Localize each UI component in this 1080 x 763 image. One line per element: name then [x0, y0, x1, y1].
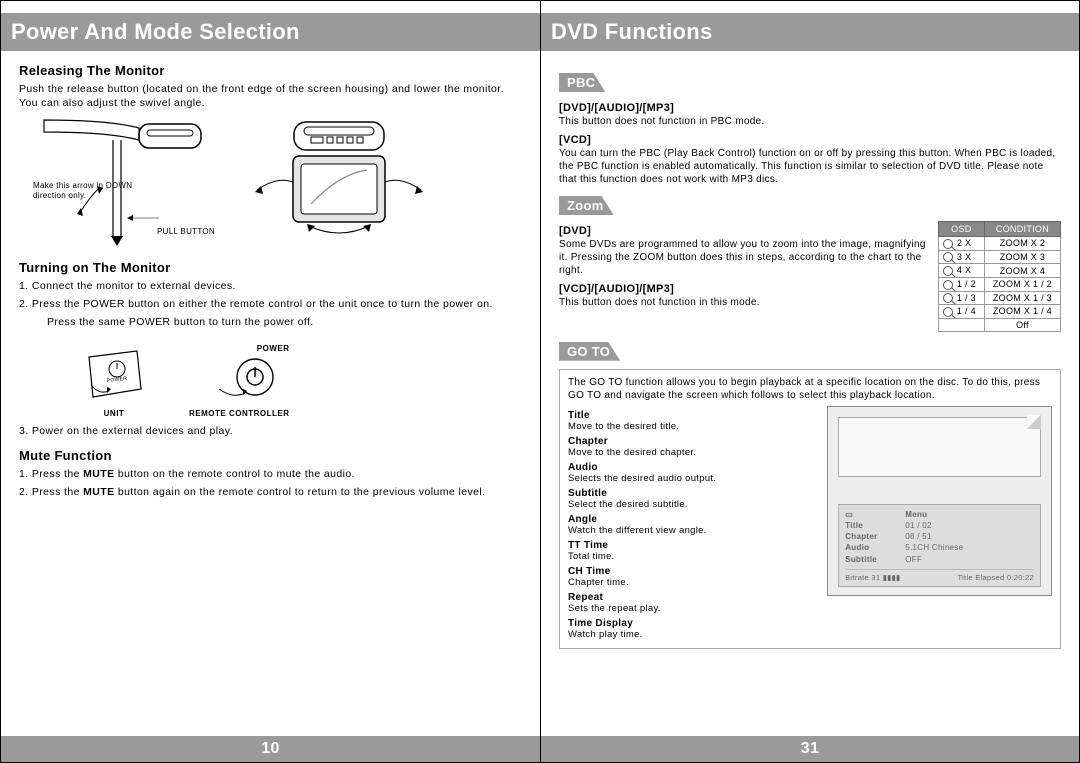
goto-item-desc: Chapter time. — [568, 577, 815, 588]
zoom-row-cond: ZOOM X 1 / 4 — [984, 305, 1060, 319]
turnon-step-1: 1. Connect the monitor to external devic… — [19, 279, 522, 293]
osd-elapsed: Title Elapsed 0:20:22 — [958, 573, 1034, 582]
zoom-row-osd: 1 / 3 — [938, 291, 984, 305]
zoom-row-cond: ZOOM X 1 / 2 — [984, 277, 1060, 291]
goto-osd-preview: ▭Menu Title01 / 02Chapter08 / 51Audio5.1… — [827, 406, 1052, 640]
zoom-row-osd: 1 / 2 — [938, 277, 984, 291]
pbc-text-1: This button does not function in PBC mod… — [559, 115, 1061, 128]
goto-item-label: Chapter — [568, 436, 815, 447]
heading-releasing: Releasing The Monitor — [19, 63, 522, 78]
zoom-head-2: [VCD]/[AUDIO]/[MP3] — [559, 283, 928, 295]
zoom-row-osd: 1 / 4 — [938, 305, 984, 319]
pagenum-left: 10 — [1, 736, 540, 762]
goto-item-label: Audio — [568, 462, 815, 473]
fig-remote: POWER REMOTE CONTROLLER — [189, 340, 290, 418]
zoom-row-cond: Off — [984, 318, 1060, 331]
label-unit: UNIT — [79, 409, 149, 418]
label-remote: REMOTE CONTROLLER — [189, 409, 290, 418]
goto-item-desc: Watch play time. — [568, 629, 815, 640]
goto-item-desc: Total time. — [568, 551, 815, 562]
turnon-step-3: 3. Power on the external devices and pla… — [19, 424, 522, 438]
osd-menu-row: Title01 / 02 — [845, 520, 1034, 531]
zoom-head-1: [DVD] — [559, 225, 928, 237]
zoom-row-cond: ZOOM X 1 / 3 — [984, 291, 1060, 305]
goto-item-label: Angle — [568, 514, 815, 525]
goto-item-label: Repeat — [568, 592, 815, 603]
goto-item-desc: Selects the desired audio output. — [568, 473, 815, 484]
monitor-illustration-row: Make this arrow in DOWN direction only. … — [39, 118, 522, 280]
goto-intro: The GO TO function allows you to begin p… — [568, 376, 1052, 402]
heading-mute: Mute Function — [19, 448, 522, 463]
goto-item-label: Time Display — [568, 618, 815, 629]
pbc-text-2: You can turn the PBC (Play Back Control)… — [559, 147, 1061, 186]
zoom-row-cond: ZOOM X 2 — [984, 237, 1060, 251]
pagenum-right: 31 — [541, 736, 1079, 762]
goto-item-desc: Select the desired subtitle. — [568, 499, 815, 510]
banner-left: Power And Mode Selection — [1, 13, 540, 51]
zoom-th-cond: CONDITION — [984, 222, 1060, 237]
goto-item-desc: Move to the desired title. — [568, 421, 815, 432]
page-10: Power And Mode Selection Releasing The M… — [0, 0, 540, 763]
pbc-head-1: [DVD]/[AUDIO]/[MP3] — [559, 102, 1061, 114]
tab-pbc: PBC — [559, 73, 605, 92]
turnon-step-2: 2. Press the POWER button on either the … — [19, 297, 522, 329]
zoom-row-osd: 2 X — [938, 237, 984, 251]
goto-item-desc: Move to the desired chapter. — [568, 447, 815, 458]
zoom-row-osd: 3 X — [938, 250, 984, 264]
osd-menu-title: Menu — [905, 509, 927, 520]
osd-menu: ▭Menu Title01 / 02Chapter08 / 51Audio5.1… — [838, 504, 1041, 587]
illustration-release: Make this arrow in DOWN direction only. … — [39, 118, 209, 280]
zoom-row-osd: 4 X — [938, 264, 984, 278]
tab-goto: GO TO — [559, 342, 620, 361]
banner-right: DVD Functions — [541, 13, 1079, 51]
goto-item-label: TT Time — [568, 540, 815, 551]
goto-item-desc: Watch the different view angle. — [568, 525, 815, 536]
zoom-row-cond: ZOOM X 3 — [984, 250, 1060, 264]
zoom-row-cond: ZOOM X 4 — [984, 264, 1060, 278]
mute-step-1: 1. Press the MUTE button on the remote c… — [19, 467, 522, 481]
unit-remote-row: POWER UNIT POWER REMOTE CONTROLLER — [79, 340, 522, 418]
caption-pull: PULL BUTTON — [157, 227, 327, 237]
goto-item-label: CH Time — [568, 566, 815, 577]
mute-step-2: 2. Press the MUTE button again on the re… — [19, 485, 522, 499]
turnon-step-2-sub: Press the same POWER button to turn the … — [33, 315, 522, 329]
label-power: POWER — [189, 344, 290, 353]
osd-menu-row: SubtitleOFF — [845, 554, 1034, 565]
osd-menu-row: Chapter08 / 51 — [845, 531, 1034, 542]
goto-item-desc: Sets the repeat play. — [568, 603, 815, 614]
page-31: DVD Functions PBC [DVD]/[AUDIO]/[MP3] Th… — [540, 0, 1080, 763]
zoom-table: OSD CONDITION 2 XZOOM X 23 XZOOM X 34 XZ… — [938, 221, 1061, 332]
text-releasing: Push the release button (located on the … — [19, 82, 522, 110]
osd-preview-pane — [838, 417, 1041, 477]
heading-turning-on: Turning on The Monitor — [19, 260, 522, 275]
zoom-content: [DVD] Some DVDs are programmed to allow … — [559, 219, 1061, 332]
turnon-step-2-text: 2. Press the POWER button on either the … — [19, 298, 493, 310]
osd-bitrate: Bitrate 31 — [845, 573, 880, 582]
caption-arrow-1: Make this arrow in DOWN — [33, 181, 143, 191]
manual-spread: Power And Mode Selection Releasing The M… — [0, 0, 1080, 763]
caption-arrow-2: direction only. — [33, 191, 203, 201]
goto-items: TitleMove to the desired title. ChapterMo… — [568, 406, 815, 640]
pbc-head-2: [VCD] — [559, 134, 1061, 146]
zoom-th-osd: OSD — [938, 222, 984, 237]
goto-item-label: Title — [568, 410, 815, 421]
zoom-row-osd — [938, 318, 984, 331]
zoom-text-1: Some DVDs are programmed to allow you to… — [559, 238, 928, 277]
goto-item-label: Subtitle — [568, 488, 815, 499]
tab-zoom: Zoom — [559, 196, 614, 215]
goto-box: The GO TO function allows you to begin p… — [559, 369, 1061, 649]
fig-unit: POWER UNIT — [79, 349, 149, 418]
osd-menu-row: Audio5.1CH Chinese — [845, 542, 1034, 553]
zoom-text-2: This button does not function in this mo… — [559, 296, 928, 309]
